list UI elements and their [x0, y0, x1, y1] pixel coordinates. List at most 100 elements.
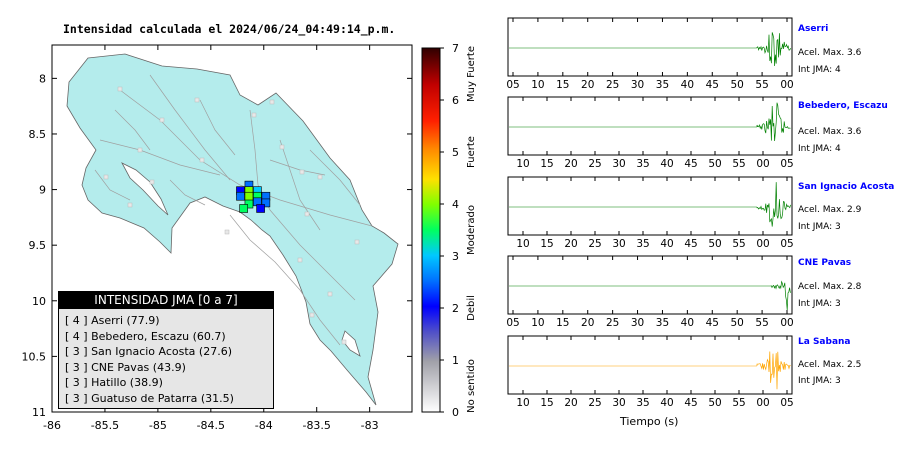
map-xtick-label: -86 — [43, 419, 61, 432]
seis-tick-label: 20 — [564, 238, 577, 250]
map-xtick-label: -84 — [255, 419, 273, 432]
seis-waveform — [756, 102, 791, 142]
seis-tick-label: 30 — [612, 158, 625, 170]
seis-tick-label: 40 — [681, 79, 694, 91]
seis-frame — [507, 335, 793, 395]
intensity-cell — [239, 204, 248, 213]
seis-tick-label: 30 — [612, 397, 625, 409]
station-accel: Acel. Max. 2.5 — [798, 360, 862, 370]
seis-tick-label: 50 — [730, 317, 743, 329]
colorbar-category: Fuerte — [466, 136, 477, 168]
colorbar-gradient — [421, 47, 441, 413]
seis-tick-label: 30 — [631, 79, 644, 91]
seis-tick-label: 20 — [564, 397, 577, 409]
seis-tick-label: 10 — [516, 238, 529, 250]
seis-waveform — [756, 351, 791, 390]
seis-tick-label: 00 — [756, 158, 769, 170]
map-xtick-label: -83.5 — [302, 419, 330, 432]
seis-tick-label: 30 — [631, 317, 644, 329]
intensity-cell — [256, 204, 265, 213]
station-int: Int JMA: 4 — [798, 65, 841, 75]
station-accel: Acel. Max. 3.6 — [798, 48, 862, 58]
station-int: Int JMA: 3 — [798, 376, 841, 386]
station-accel: Acel. Max. 3.6 — [798, 127, 862, 137]
seis-tick-label: 10 — [516, 158, 529, 170]
seis-tick-label: 25 — [588, 158, 601, 170]
seis-tick-label: 45 — [684, 238, 697, 250]
legend-title: INTENSIDAD JMA [0 a 7] — [59, 292, 273, 309]
seis-tick-label: 55 — [755, 79, 768, 91]
map-title: Intensidad calculada el 2024/06/24_04:49… — [63, 22, 396, 36]
map-ytick-label: 11 — [32, 406, 46, 419]
seis-frame — [507, 255, 793, 315]
seis-tick-label: 45 — [684, 397, 697, 409]
seis-xlabel: Tiempo (s) — [620, 415, 679, 428]
golfo-dulce — [341, 330, 361, 357]
seis-tick-label: 40 — [660, 397, 673, 409]
map-ytick-label: 9 — [39, 184, 46, 197]
seis-tick-label: 35 — [656, 79, 669, 91]
seis-tick-label: 55 — [755, 317, 768, 329]
intensity-legend: INTENSIDAD JMA [0 a 7] [ 4 ] Aserri (77.… — [58, 291, 274, 409]
seis-tick-label: 50 — [708, 158, 721, 170]
map-ytick-label: 8.5 — [29, 128, 47, 141]
seis-frame — [507, 17, 793, 77]
seis-tick-label: 40 — [681, 317, 694, 329]
seis-waveform — [756, 182, 791, 227]
map-xtick-label: -85 — [149, 419, 167, 432]
legend-item: [ 4 ] Aserri (77.9) — [65, 314, 160, 327]
map-ytick-label: 8 — [39, 72, 46, 85]
seis-tick-label: 10 — [531, 317, 544, 329]
map-ytick-label: 10 — [32, 295, 46, 308]
colorbar-category: No sentido — [466, 359, 477, 413]
seis-tick-label: 25 — [606, 317, 619, 329]
station-int: Int JMA: 3 — [798, 299, 841, 309]
seis-tick-label: 40 — [660, 158, 673, 170]
colorbar-category: Debil — [466, 295, 477, 321]
gulf-of-nicoya — [121, 162, 169, 216]
costa-rica-land — [66, 53, 399, 406]
station-name: La Sabana — [798, 337, 851, 347]
seis-tick-label: 00 — [780, 317, 793, 329]
seis-waveform — [756, 32, 791, 67]
seis-tick-label: 35 — [656, 317, 669, 329]
map-axes: -86 -85.5 -85 -84.5 -84 -83.5 -83 11 10.5 10 9.5 9 8… — [22, 45, 412, 432]
seis-tick-label: 20 — [581, 79, 594, 91]
seismograms: 05 10 15 20 25 30 35 40 45 50 55 00 10 15 20 25 30 35 40 45… — [506, 17, 794, 409]
seis-tick-label: 15 — [540, 238, 553, 250]
colorbar-tick-label: 4 — [452, 198, 459, 211]
seis-tick-label: 15 — [556, 79, 569, 91]
seis-tick-label: 05 — [506, 79, 519, 91]
colorbar-tick-label: 1 — [452, 354, 459, 367]
map-ytick-label: 9.5 — [29, 239, 47, 252]
colorbar: 0 1 2 3 4 5 6 7 No sentido Debil Moderado Fuerte Mu… — [421, 42, 477, 419]
town-markers — [103, 86, 360, 345]
map-xtick-label: -83 — [361, 419, 379, 432]
seis-tick-label: 50 — [730, 79, 743, 91]
seis-tick-label: 05 — [506, 317, 519, 329]
seis-frame — [507, 176, 793, 236]
colorbar-tick-label: 5 — [452, 146, 459, 159]
map-xtick-label: -85.5 — [91, 419, 119, 432]
seis-tick-label: 20 — [564, 158, 577, 170]
intensity-cell — [244, 191, 254, 201]
seis-tick-label: 45 — [706, 317, 719, 329]
colorbar-tick-label: 7 — [452, 42, 459, 55]
legend-item: [ 3 ] Guatuso de Patarra (31.5) — [65, 391, 234, 405]
seis-tick-label: 15 — [556, 317, 569, 329]
seis-tick-label: 35 — [636, 158, 649, 170]
seis-tick-label: 55 — [732, 158, 745, 170]
seis-tick-label: 25 — [606, 79, 619, 91]
seis-tick-label: 55 — [732, 397, 745, 409]
map-ytick-label: 10.5 — [22, 350, 47, 363]
legend-item: [ 4 ] Bebedero, Escazu (60.7) — [65, 329, 226, 343]
seis-tick-label: 00 — [780, 79, 793, 91]
station-int: Int JMA: 4 — [798, 144, 841, 154]
seis-tick-label: 45 — [684, 158, 697, 170]
seis-tick-label: 25 — [588, 397, 601, 409]
legend-item: [ 3 ] CNE Pavas (43.9) — [65, 360, 186, 374]
seis-tick-label: 05 — [780, 238, 793, 250]
station-name: Aserri — [798, 24, 829, 34]
seis-tick-label: 10 — [516, 397, 529, 409]
